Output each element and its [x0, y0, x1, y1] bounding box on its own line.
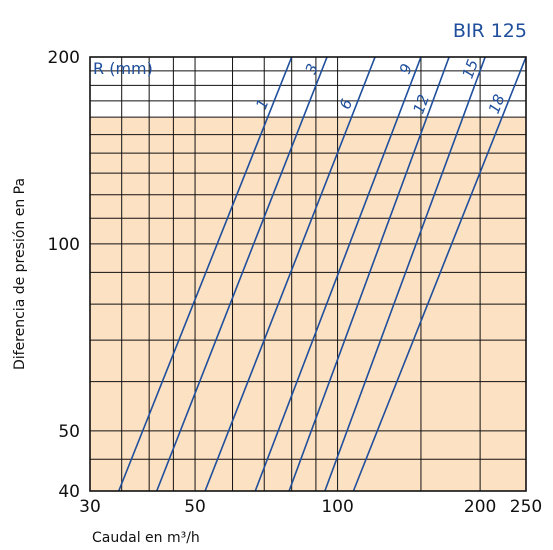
x-tick-label: 200: [464, 497, 496, 517]
series-label-6: 6: [336, 96, 356, 111]
series-line-3: [155, 57, 328, 491]
series-line-12: [288, 57, 450, 491]
series-line-9: [254, 57, 422, 491]
series-label-18: 18: [485, 92, 509, 116]
series-label-3: 3: [302, 61, 322, 76]
curve-unit-label: R (mm): [93, 59, 153, 78]
y-tick-label: 40: [58, 482, 80, 502]
plot-frame: [89, 56, 527, 492]
series-label-9: 9: [396, 61, 416, 76]
y-axis-label: Diferencia de presión en Pa: [12, 178, 28, 370]
series-label-15: 15: [459, 57, 483, 81]
frame-rect: [89, 56, 527, 492]
series-line-15: [324, 57, 486, 491]
x-tick-label: 100: [321, 497, 353, 517]
x-axis-label: Caudal en m³/h: [92, 530, 200, 546]
chart-title: BIR 125: [452, 20, 527, 42]
series-line-1: [117, 57, 293, 491]
y-tick-label: 200: [48, 48, 80, 68]
series-line-18: [352, 57, 526, 491]
series-line-6: [204, 57, 376, 491]
x-tick-label: 50: [184, 497, 206, 517]
series-lines: [117, 57, 526, 491]
series-label-12: 12: [410, 92, 433, 116]
series-label-1: 1: [252, 96, 272, 112]
x-tick-label: 250: [510, 497, 542, 517]
y-tick-label: 50: [58, 422, 80, 442]
x-tick-label: 30: [79, 497, 101, 517]
y-tick-label: 100: [48, 235, 80, 255]
